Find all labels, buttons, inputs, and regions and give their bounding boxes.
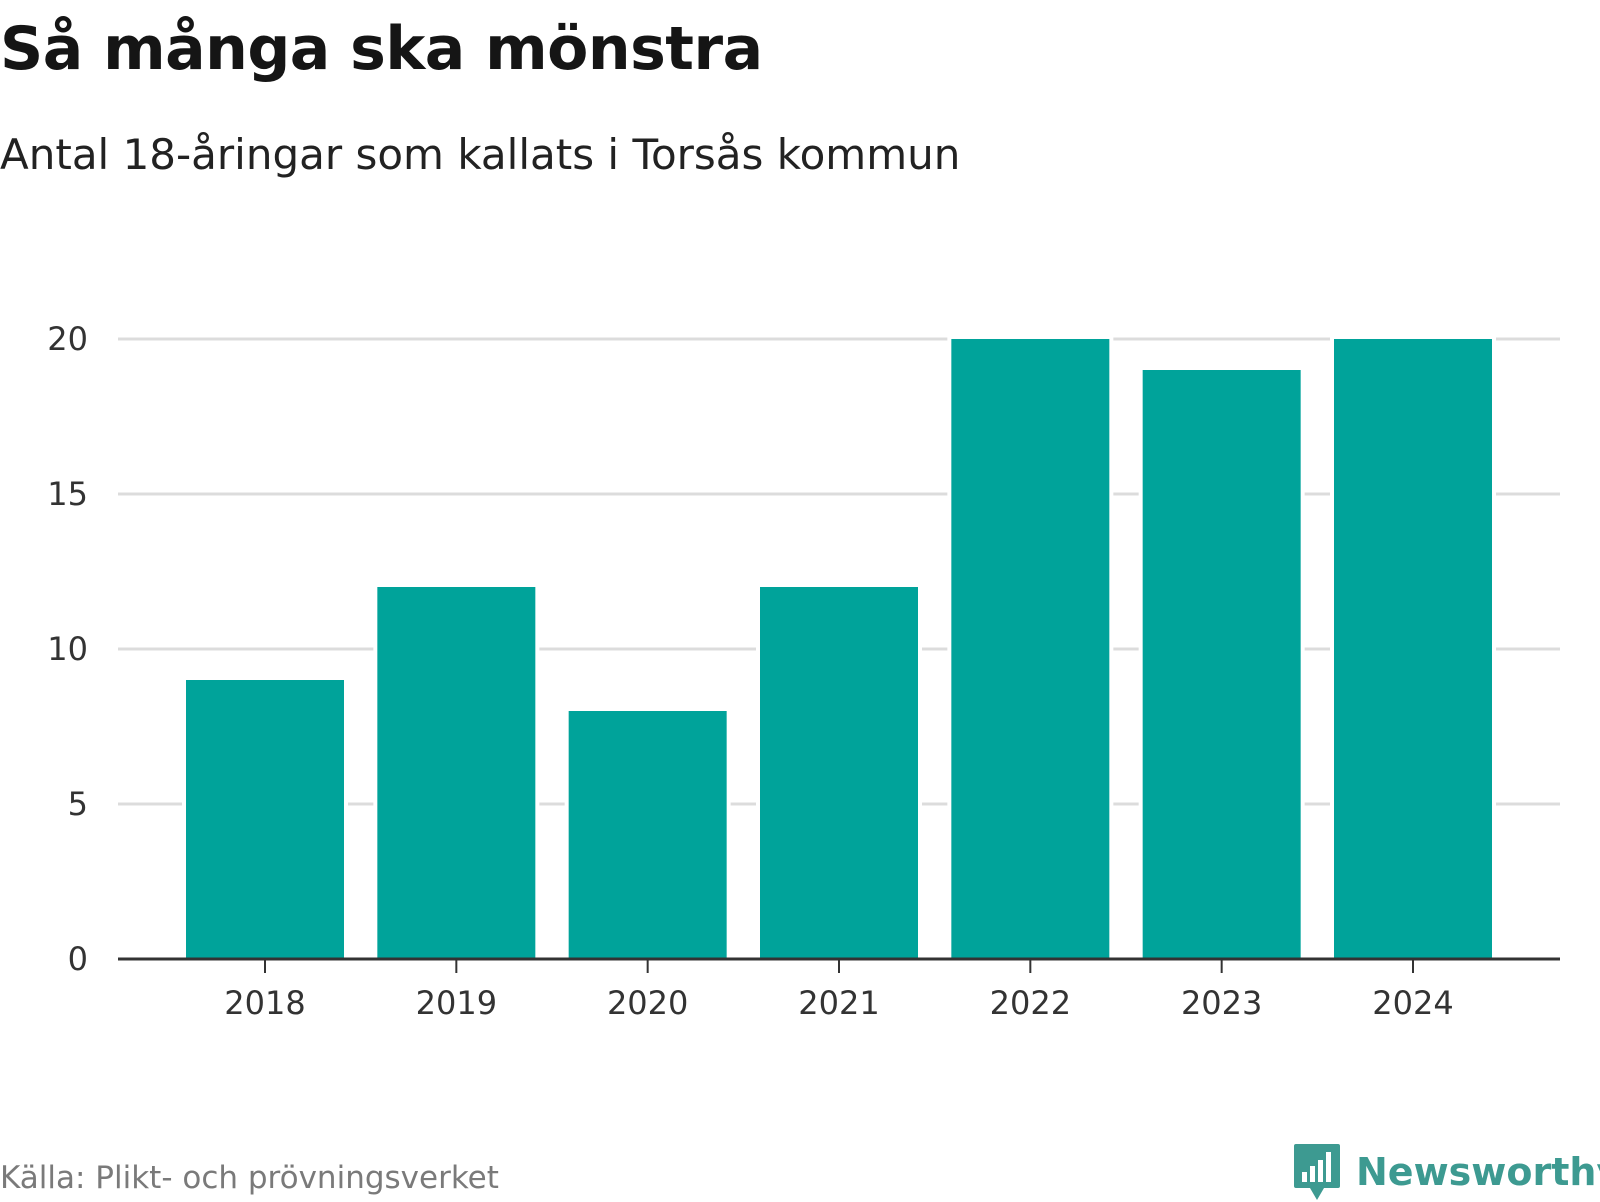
source-note: Källa: Plikt- och prövningsverket [0,1160,499,1196]
brand-name: Newsworthy [1356,1150,1600,1194]
y-tick-label: 20 [47,320,88,358]
bar-2022 [951,339,1110,959]
x-tick-label: 2018 [224,984,305,1022]
bar-2018 [186,680,344,959]
y-tick-label: 10 [47,630,88,668]
y-tick-label: 0 [68,940,88,978]
bar-chart: 0 5 10 15 20 2018 2019 2020 2021 2022 2023 2024 [47,320,1560,1022]
bar-2024 [1334,339,1492,959]
x-tick-label: 2023 [1181,984,1262,1022]
y-tick-label: 5 [68,785,88,823]
bar-2020 [568,711,727,959]
x-tick-label: 2020 [607,984,688,1022]
chart-subtitle: Antal 18-åringar som kallats i Torsås ko… [0,130,961,179]
x-tick-label: 2021 [798,984,879,1022]
bar-2019 [377,587,536,959]
brand-logo: Newsworthy [1292,1142,1600,1202]
bar-2021 [760,587,918,959]
x-tick-label: 2019 [416,984,497,1022]
x-tick-label: 2022 [990,984,1071,1022]
x-tick-label: 2024 [1372,984,1453,1022]
newsworthy-logo-icon [1294,1144,1340,1200]
bar-2023 [1142,370,1301,959]
chart-title: Så många ska mönstra [0,14,763,84]
y-tick-label: 15 [47,475,88,513]
